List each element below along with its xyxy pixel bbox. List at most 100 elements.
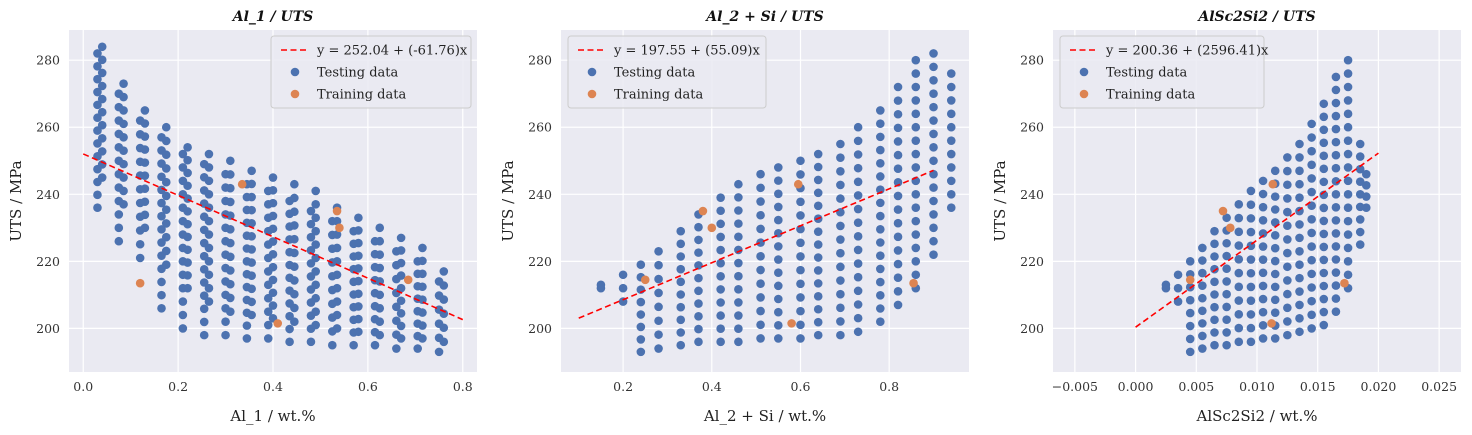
testing-data-point	[332, 283, 342, 293]
testing-data-point	[929, 62, 938, 72]
subplot-al2si-uts: 0.2 0.4 0.6 0.8 200 220 240 260 280 Al_2 + Si / …	[499, 9, 969, 425]
training-data-point	[909, 278, 918, 288]
testing-data-point	[893, 191, 903, 201]
testing-data-point	[204, 163, 214, 172]
testing-data-point	[893, 300, 903, 310]
testing-data-point	[140, 210, 150, 220]
testing-data-point	[204, 297, 214, 306]
testing-data-point	[140, 223, 150, 233]
testing-data-point	[119, 132, 128, 142]
testing-data-point	[1283, 262, 1292, 272]
testing-data-point	[247, 271, 256, 280]
testing-data-point	[226, 252, 235, 262]
testing-data-point	[204, 270, 214, 280]
testing-data-point	[1343, 82, 1353, 92]
testing-data-point	[716, 193, 725, 202]
testing-data-point	[439, 267, 449, 276]
testing-data-point	[876, 251, 885, 260]
testing-data-point	[396, 258, 406, 268]
testing-data-point	[285, 337, 294, 347]
data-marks	[82, 42, 464, 357]
testing-data-point	[813, 188, 823, 198]
testing-data-point	[1283, 194, 1292, 203]
testing-data-point	[1331, 203, 1341, 212]
testing-data-point	[97, 120, 107, 130]
testing-data-point	[375, 290, 385, 300]
testing-data-point	[119, 146, 128, 156]
testing-data-point	[694, 235, 703, 245]
testing-data-point	[1307, 242, 1316, 251]
testing-data-point	[946, 122, 956, 132]
testing-data-point	[161, 164, 171, 173]
testing-data-point	[140, 145, 150, 154]
testing-data-point	[1307, 269, 1316, 279]
chart-title: Al_1 / UTS	[231, 9, 314, 25]
testing-data-point	[836, 180, 845, 190]
testing-data-point	[1173, 283, 1183, 293]
testing-data-point	[756, 320, 765, 330]
testing-data-point	[226, 170, 235, 179]
testing-data-point	[242, 321, 252, 330]
testing-data-point	[161, 177, 171, 187]
testing-data-point	[370, 340, 380, 350]
testing-data-point	[375, 250, 385, 259]
testing-data-point	[1307, 174, 1316, 183]
testing-data-point	[813, 201, 823, 211]
testing-data-point	[221, 317, 230, 327]
testing-data-point	[263, 320, 273, 330]
tick-labels: 0.0 0.2 0.4 0.6 0.8 200 220 240 260 280	[36, 53, 473, 394]
testing-data-point	[1343, 270, 1353, 280]
testing-data-point	[734, 298, 743, 307]
testing-data-point	[1210, 239, 1219, 249]
testing-data-point	[1270, 166, 1280, 176]
testing-data-point	[135, 239, 145, 249]
testing-data-point	[1319, 242, 1329, 252]
tick-labels: 0.2 0.4 0.6 0.8 200 220 240 260 280	[528, 53, 899, 394]
testing-data-point	[226, 293, 235, 303]
testing-data-point	[716, 311, 725, 320]
legend-training-label: Training data	[1106, 88, 1195, 103]
testing-data-point	[911, 96, 921, 105]
testing-data-point	[226, 211, 235, 220]
testing-data-point	[1210, 340, 1219, 350]
testing-data-point	[396, 321, 406, 331]
testing-data-point	[756, 334, 765, 343]
testing-data-point	[114, 236, 124, 246]
testing-data-point	[1283, 289, 1292, 299]
testing-data-point	[618, 283, 628, 293]
testing-data-point	[1222, 213, 1231, 223]
testing-data-point	[1319, 294, 1329, 304]
testing-data-point	[813, 330, 823, 340]
testing-data-point	[1270, 256, 1280, 266]
testing-data-point	[349, 340, 358, 350]
testing-data-point	[929, 210, 938, 219]
testing-data-point	[734, 337, 743, 347]
testing-data-point	[836, 289, 845, 299]
legend-testing-label: Testing data	[1106, 66, 1188, 81]
testing-data-point	[97, 68, 107, 78]
testing-data-point	[268, 288, 278, 298]
testing-data-point	[734, 324, 743, 333]
testing-data-point	[853, 327, 863, 337]
testing-data-point	[311, 307, 320, 316]
testing-data-point	[716, 219, 725, 229]
testing-data-point	[836, 139, 845, 149]
testing-data-point	[1307, 215, 1316, 224]
testing-data-point	[140, 119, 150, 128]
testing-data-point	[97, 107, 107, 117]
testing-data-point	[946, 149, 956, 159]
testing-data-point	[1283, 276, 1292, 285]
testing-data-point	[893, 273, 903, 282]
training-data-point	[135, 278, 145, 288]
legend-box	[270, 35, 472, 109]
testing-data-point	[893, 259, 903, 269]
testing-data-point	[1185, 295, 1195, 305]
testing-data-point	[199, 278, 209, 287]
testing-data-point	[1331, 229, 1341, 238]
y-tick-label: 280	[1020, 53, 1044, 68]
testing-data-point	[1185, 257, 1195, 266]
testing-data-point	[306, 337, 316, 347]
testing-data-point	[929, 49, 938, 58]
testing-data-point	[694, 337, 703, 347]
x-tick-label: 0.015	[1300, 379, 1336, 394]
